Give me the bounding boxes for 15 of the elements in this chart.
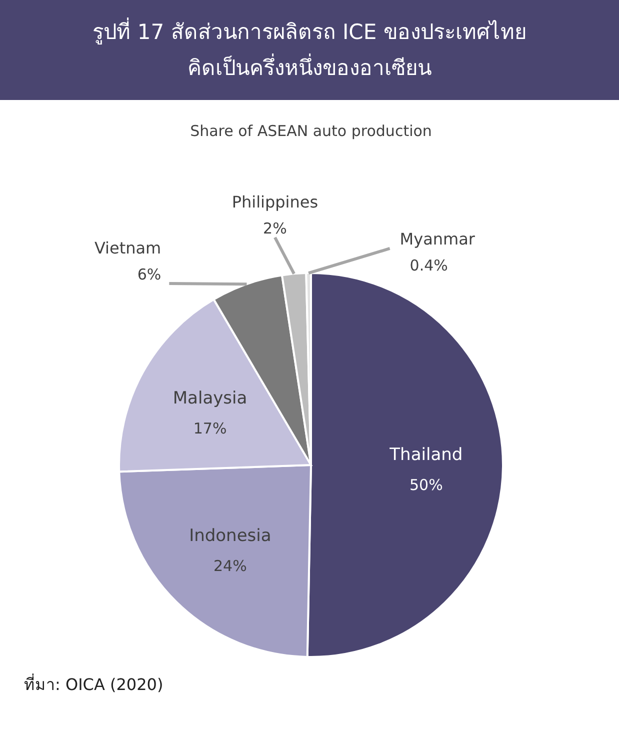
data-label: 0.4%	[410, 256, 448, 274]
slice-label: Malaysia	[172, 388, 248, 409]
slice-label: Philippines	[232, 192, 318, 212]
data-label: 6%	[137, 265, 162, 284]
data-label: 24%	[214, 557, 247, 576]
slice-label: Thailand	[388, 445, 463, 466]
text: ที่มา: OICA (2020)	[24, 673, 164, 694]
slice-label: Vietnam	[94, 238, 162, 258]
slice-label: Myanmar	[400, 229, 476, 248]
data-label: 17%	[193, 420, 227, 438]
chart-subtitle: Share of ASEAN auto production	[190, 122, 432, 140]
slice-label: Indonesia	[189, 526, 272, 546]
chart-title: รูปที่ 17 สัดส่วนการผลิตรถ ICE ของประเทศไทย คิดเป็นครึ่งหนึ่งของอาเซียน	[0, 0, 619, 100]
data-label: 2%	[263, 219, 287, 238]
data-label: 50%	[410, 476, 443, 494]
